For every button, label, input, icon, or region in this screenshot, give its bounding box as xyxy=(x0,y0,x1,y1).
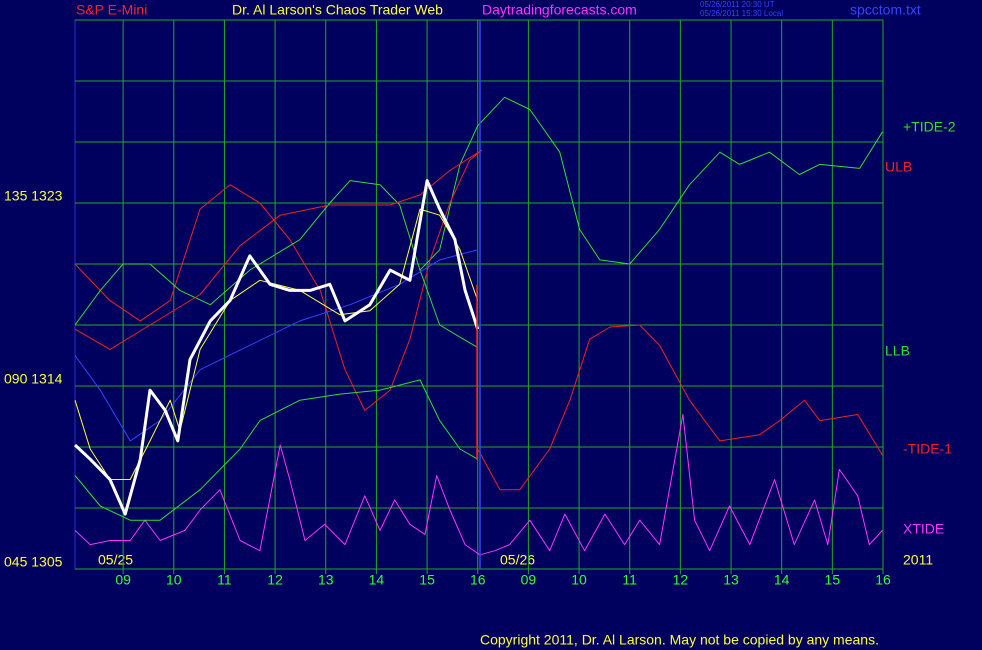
series-line xyxy=(74,249,478,442)
site: Daytradingforecasts.com xyxy=(482,2,637,18)
x-tick-label: 11 xyxy=(217,572,232,588)
timestamp: 05/26/2011 20:30 UT xyxy=(700,0,775,9)
series-label: XTIDE xyxy=(903,521,944,537)
y-tick-label: 045 1305 xyxy=(4,554,63,570)
date-label: 2011 xyxy=(903,552,933,568)
x-tick-label: 09 xyxy=(521,572,537,588)
x-tick-label: 16 xyxy=(875,572,891,588)
x-tick-label: 15 xyxy=(825,572,841,588)
x-tick-label: 16 xyxy=(470,572,486,588)
x-tick-label: 14 xyxy=(369,572,385,588)
series-label: LLB xyxy=(885,343,910,359)
series-line xyxy=(74,149,483,411)
series-line xyxy=(74,414,883,556)
date-label: 05/26 xyxy=(500,552,535,568)
grid xyxy=(75,19,884,574)
series-line xyxy=(74,180,478,348)
timestamp: 05/26/2011 15:30 Local xyxy=(700,9,783,18)
y-tick-label: 090 1314 xyxy=(4,371,63,387)
x-tick-label: 14 xyxy=(774,572,790,588)
x-tick-label: 10 xyxy=(166,572,182,588)
x-tick-label: 12 xyxy=(673,572,689,588)
series-line xyxy=(477,324,883,491)
series-line xyxy=(419,96,883,271)
series-label: -TIDE-1 xyxy=(903,441,952,457)
series-line xyxy=(73,179,480,516)
series-line xyxy=(74,379,478,521)
chart-title: S&P E-Mini xyxy=(76,2,147,18)
y-tick-label: 135 1323 xyxy=(4,188,63,204)
copyright: Copyright 2011, Dr. Al Larson. May not b… xyxy=(480,632,879,648)
file-name: spcctom.txt xyxy=(850,2,921,18)
x-tick-label: 09 xyxy=(115,572,131,588)
series-label: +TIDE-2 xyxy=(903,119,956,135)
chart-subtitle: Dr. Al Larson's Chaos Trader Web xyxy=(232,2,443,18)
x-tick-label: 13 xyxy=(318,572,334,588)
x-tick-label: 13 xyxy=(723,572,739,588)
series-label: ULB xyxy=(885,159,912,175)
x-tick-label: 10 xyxy=(571,572,587,588)
x-tick-label: 11 xyxy=(622,572,637,588)
date-label: 05/25 xyxy=(98,552,133,568)
x-tick-label: 12 xyxy=(267,572,283,588)
lines xyxy=(73,96,883,556)
x-tick-label: 15 xyxy=(419,572,435,588)
